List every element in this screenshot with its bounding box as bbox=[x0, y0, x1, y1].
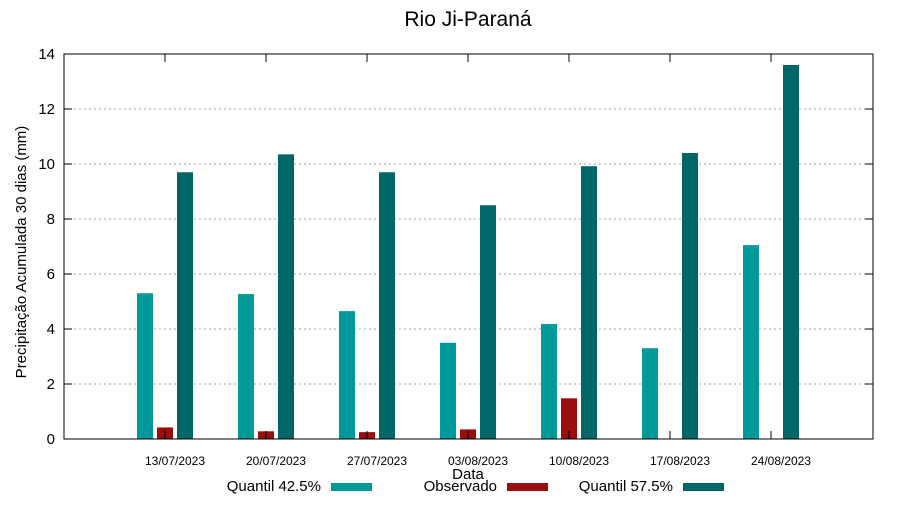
x-tick-label: 10/08/2023 bbox=[549, 454, 609, 468]
bar bbox=[137, 293, 153, 439]
y-tick-label: 12 bbox=[38, 101, 55, 118]
bar bbox=[541, 324, 557, 439]
bar bbox=[379, 172, 395, 439]
bar bbox=[581, 166, 597, 439]
x-tick-label: 03/08/2023 bbox=[448, 454, 508, 468]
bar bbox=[561, 398, 577, 439]
y-tick-label: 10 bbox=[38, 156, 55, 173]
x-tick-label: 27/07/2023 bbox=[347, 454, 407, 468]
bar bbox=[278, 154, 294, 439]
legend: Quantil 42.5% Observado Quantil 57.5% bbox=[227, 478, 724, 495]
y-tick-label: 4 bbox=[47, 321, 55, 338]
bar bbox=[743, 245, 759, 439]
bar bbox=[480, 205, 496, 439]
y-ticks: 0 2 4 6 8 10 12 14 bbox=[38, 46, 873, 448]
bar bbox=[440, 342, 456, 439]
bar bbox=[642, 348, 658, 439]
legend-swatch bbox=[507, 483, 548, 491]
chart-title: Rio Ji-Paraná bbox=[404, 8, 532, 31]
y-tick-label: 8 bbox=[47, 211, 55, 228]
x-tick-label: 24/08/2023 bbox=[751, 454, 811, 468]
y-axis-label: Precipitação Acumulada 30 dias (mm) bbox=[13, 126, 30, 379]
y-tick-label: 6 bbox=[47, 266, 55, 283]
y-tick-label: 2 bbox=[47, 376, 55, 393]
y-tick-label: 14 bbox=[38, 46, 55, 63]
legend-label: Quantil 42.5% bbox=[227, 478, 321, 495]
legend-label: Quantil 57.5% bbox=[579, 478, 673, 495]
x-ticks: 13/07/2023 20/07/2023 27/07/2023 03/08/2023… bbox=[145, 54, 811, 468]
x-axis-label: Data bbox=[452, 466, 484, 483]
bar bbox=[682, 153, 698, 439]
bar bbox=[177, 172, 193, 439]
y-tick-label: 0 bbox=[47, 431, 55, 448]
x-tick-label: 20/07/2023 bbox=[246, 454, 306, 468]
bar bbox=[238, 294, 254, 439]
bars bbox=[137, 65, 799, 439]
legend-label: Observado bbox=[424, 478, 497, 495]
legend-swatch bbox=[683, 483, 724, 491]
legend-swatch bbox=[331, 483, 372, 491]
x-tick-label: 13/07/2023 bbox=[145, 454, 205, 468]
x-tick-label: 17/08/2023 bbox=[650, 454, 710, 468]
bar bbox=[339, 311, 355, 439]
bar bbox=[783, 65, 799, 439]
